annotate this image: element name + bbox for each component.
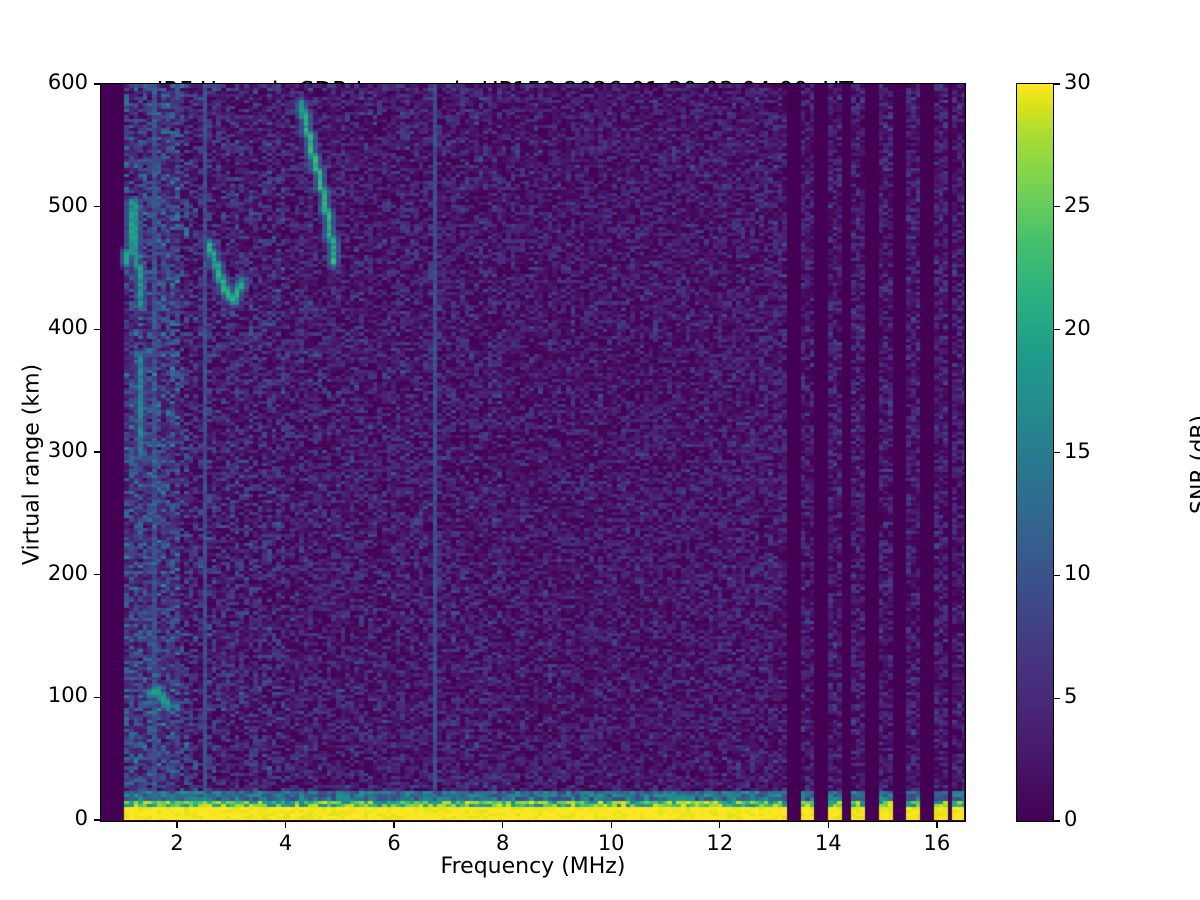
ionogram-heatmap [101, 84, 964, 820]
colorbar-tick-mark [1054, 451, 1060, 454]
colorbar-tick-mark [1054, 697, 1060, 699]
y-tick-mark [94, 451, 100, 453]
x-tick-label: 2 [170, 831, 184, 855]
colorbar-tick-label: 5 [1064, 684, 1078, 709]
y-tick-mark [94, 574, 100, 576]
x-tick-label: 8 [495, 831, 510, 855]
x-tick-mark [719, 822, 721, 828]
y-axis-label: Virtual range (km) [19, 363, 45, 566]
y-tick-label: 400 [47, 315, 88, 340]
colorbar-tick-mark [1054, 83, 1060, 85]
y-tick-label: 200 [47, 560, 88, 585]
y-tick-mark [94, 206, 100, 208]
colorbar-tick-mark [1054, 206, 1060, 208]
x-tick-mark [501, 822, 504, 828]
x-tick-mark [176, 822, 178, 828]
y-tick-mark [94, 83, 100, 85]
y-tick-label: 100 [47, 683, 88, 708]
y-tick-mark [94, 328, 100, 330]
x-tick-label: 14 [814, 831, 842, 855]
colorbar-label: SNR (dB) [1187, 415, 1200, 514]
colorbar-tick-label: 0 [1064, 807, 1078, 831]
x-tick-mark [610, 822, 612, 828]
y-tick-label: 500 [47, 192, 88, 217]
x-tick-label: 12 [706, 831, 734, 855]
colorbar-tick-label: 25 [1064, 192, 1091, 217]
y-tick-label: 300 [47, 438, 88, 462]
x-tick-mark [827, 822, 829, 828]
x-tick-mark [393, 822, 395, 828]
x-tick-label: 4 [278, 831, 293, 855]
x-tick-label: 6 [387, 831, 401, 855]
colorbar-tick-mark [1054, 329, 1060, 331]
x-tick-label: 16 [923, 831, 951, 855]
colorbar-tick-label: 15 [1064, 438, 1091, 463]
ionogram-plot-area[interactable] [100, 83, 966, 822]
x-tick-mark [936, 822, 938, 828]
y-tick-mark [94, 819, 100, 821]
y-tick-mark [94, 696, 100, 698]
snr-colorbar[interactable] [1016, 83, 1054, 822]
colorbar-tick-mark [1054, 820, 1060, 822]
x-axis-label: Frequency (MHz) [440, 854, 626, 879]
colorbar-gradient [1017, 84, 1053, 821]
x-tick-mark [284, 822, 287, 828]
colorbar-tick-label: 10 [1064, 561, 1091, 586]
x-tick-label: 10 [597, 831, 625, 855]
y-tick-label: 0 [74, 806, 88, 830]
y-tick-label: 600 [47, 70, 88, 94]
colorbar-tick-label: 30 [1064, 70, 1091, 94]
colorbar-tick-mark [1054, 574, 1060, 576]
colorbar-tick-label: 20 [1064, 315, 1091, 340]
